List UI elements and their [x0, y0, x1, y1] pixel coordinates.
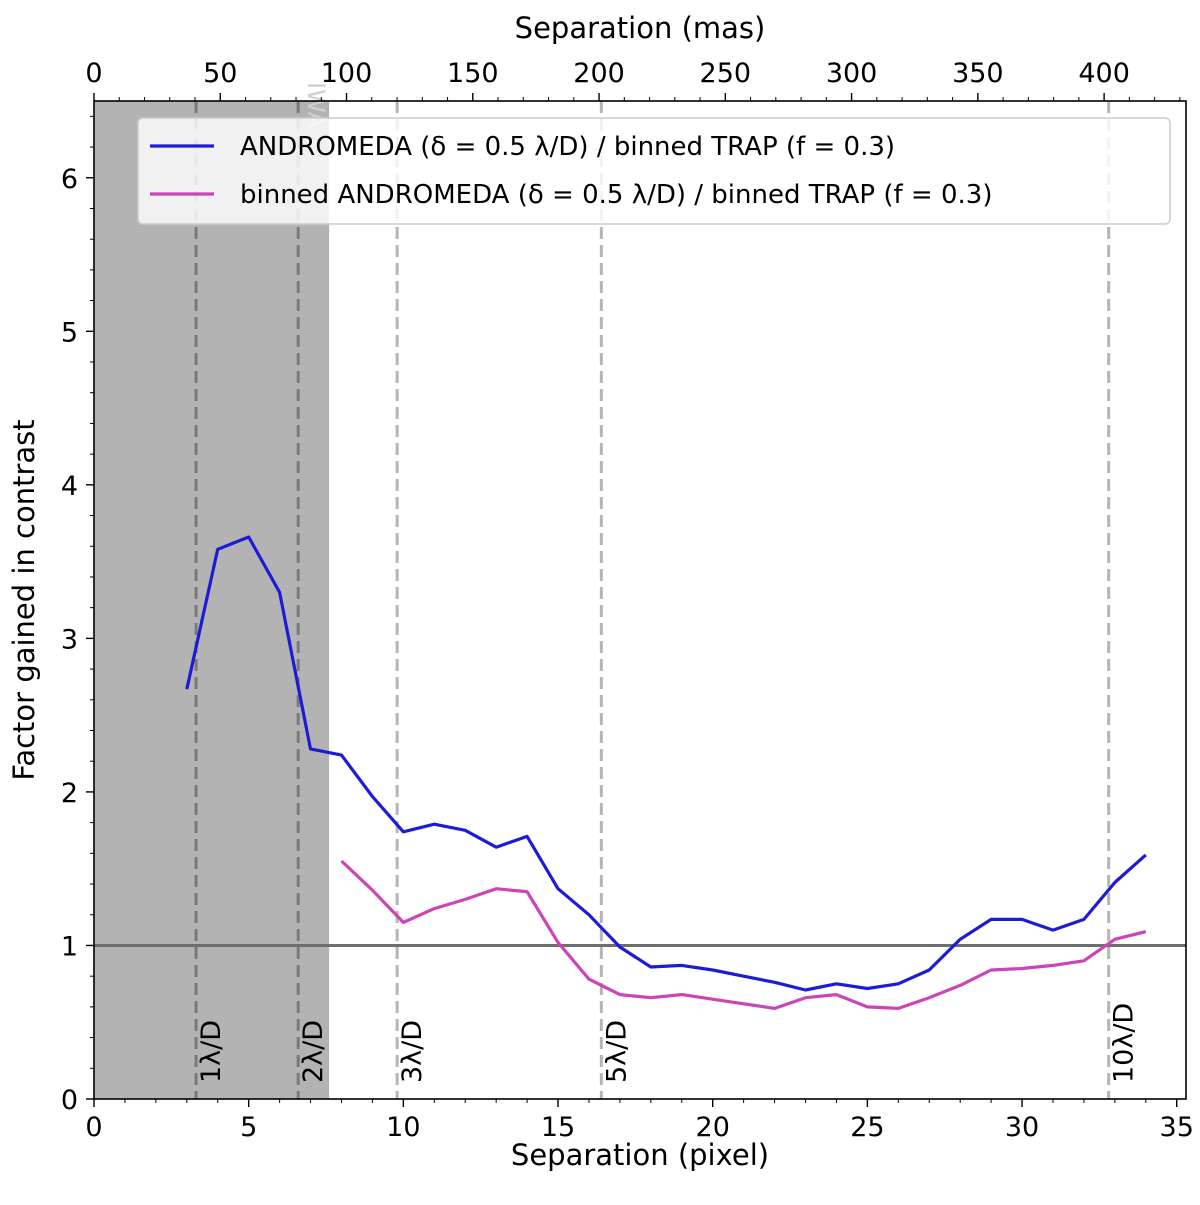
lambda-over-d-labels: 1λ/D 2λ/D 3λ/D 5λ/D 10λ/D	[196, 1003, 1140, 1083]
legend-label-1: binned ANDROMEDA (δ = 0.5 λ/D) / binned …	[240, 180, 992, 210]
top-tick-label-6: 300	[826, 58, 878, 89]
lambda-label-3: 5λ/D	[601, 1020, 632, 1083]
y-tick-label-3: 3	[61, 624, 78, 655]
lambda-label-1: 2λ/D	[298, 1020, 329, 1083]
y-tick-label-0: 0	[61, 1085, 78, 1116]
top-tick-label-0: 0	[85, 58, 102, 89]
series-line-0	[185, 535, 1147, 992]
top-tick-label-1: 50	[203, 58, 237, 89]
x-tick-label-0: 0	[85, 1112, 102, 1143]
y-tick-label-5: 5	[61, 317, 78, 348]
x-tick-label-2: 10	[386, 1112, 420, 1143]
top-x-axis-title: Separation (mas)	[515, 11, 766, 45]
top-tick-label-8: 400	[1078, 58, 1130, 89]
series-line-1	[340, 859, 1147, 1011]
iwa-shade-rect	[94, 101, 330, 1099]
x-tick-label-5: 25	[850, 1112, 884, 1143]
y-tick-label-1: 1	[61, 931, 78, 962]
top-tick-label-3: 150	[447, 58, 499, 89]
y-tick-label-4: 4	[61, 471, 78, 502]
top-tick-label-5: 250	[700, 58, 752, 89]
y-axis-title: Factor gained in contrast	[7, 419, 41, 780]
lambda-label-2: 3λ/D	[397, 1020, 428, 1083]
top-tick-label-7: 350	[952, 58, 1004, 89]
top-tick-label-2: 100	[321, 58, 373, 89]
legend-label-0: ANDROMEDA (δ = 0.5 λ/D) / binned TRAP (f…	[240, 132, 895, 162]
lambda-label-4: 10λ/D	[1109, 1003, 1140, 1083]
series-group	[185, 535, 1147, 1011]
x-tick-label-4: 20	[696, 1112, 730, 1143]
x-tick-label-7: 35	[1160, 1112, 1194, 1143]
lambda-over-d-lines	[194, 101, 1111, 1099]
legend: ANDROMEDA (δ = 0.5 λ/D) / binned TRAP (f…	[137, 117, 1171, 225]
iwa-shaded-region	[94, 101, 330, 1099]
top-tick-label-4: 200	[573, 58, 625, 89]
lambda-label-0: 1λ/D	[196, 1020, 227, 1083]
x-axis-title: Separation (pixel)	[511, 1138, 769, 1172]
y-tick-label-6: 6	[61, 164, 78, 195]
x-tick-label-1: 5	[240, 1112, 257, 1143]
legend-box	[137, 117, 1171, 225]
y-tick-label-2: 2	[61, 778, 78, 809]
plot-frame	[93, 100, 1187, 1100]
x-tick-label-3: 15	[541, 1112, 575, 1143]
x-tick-label-6: 30	[1005, 1112, 1039, 1143]
